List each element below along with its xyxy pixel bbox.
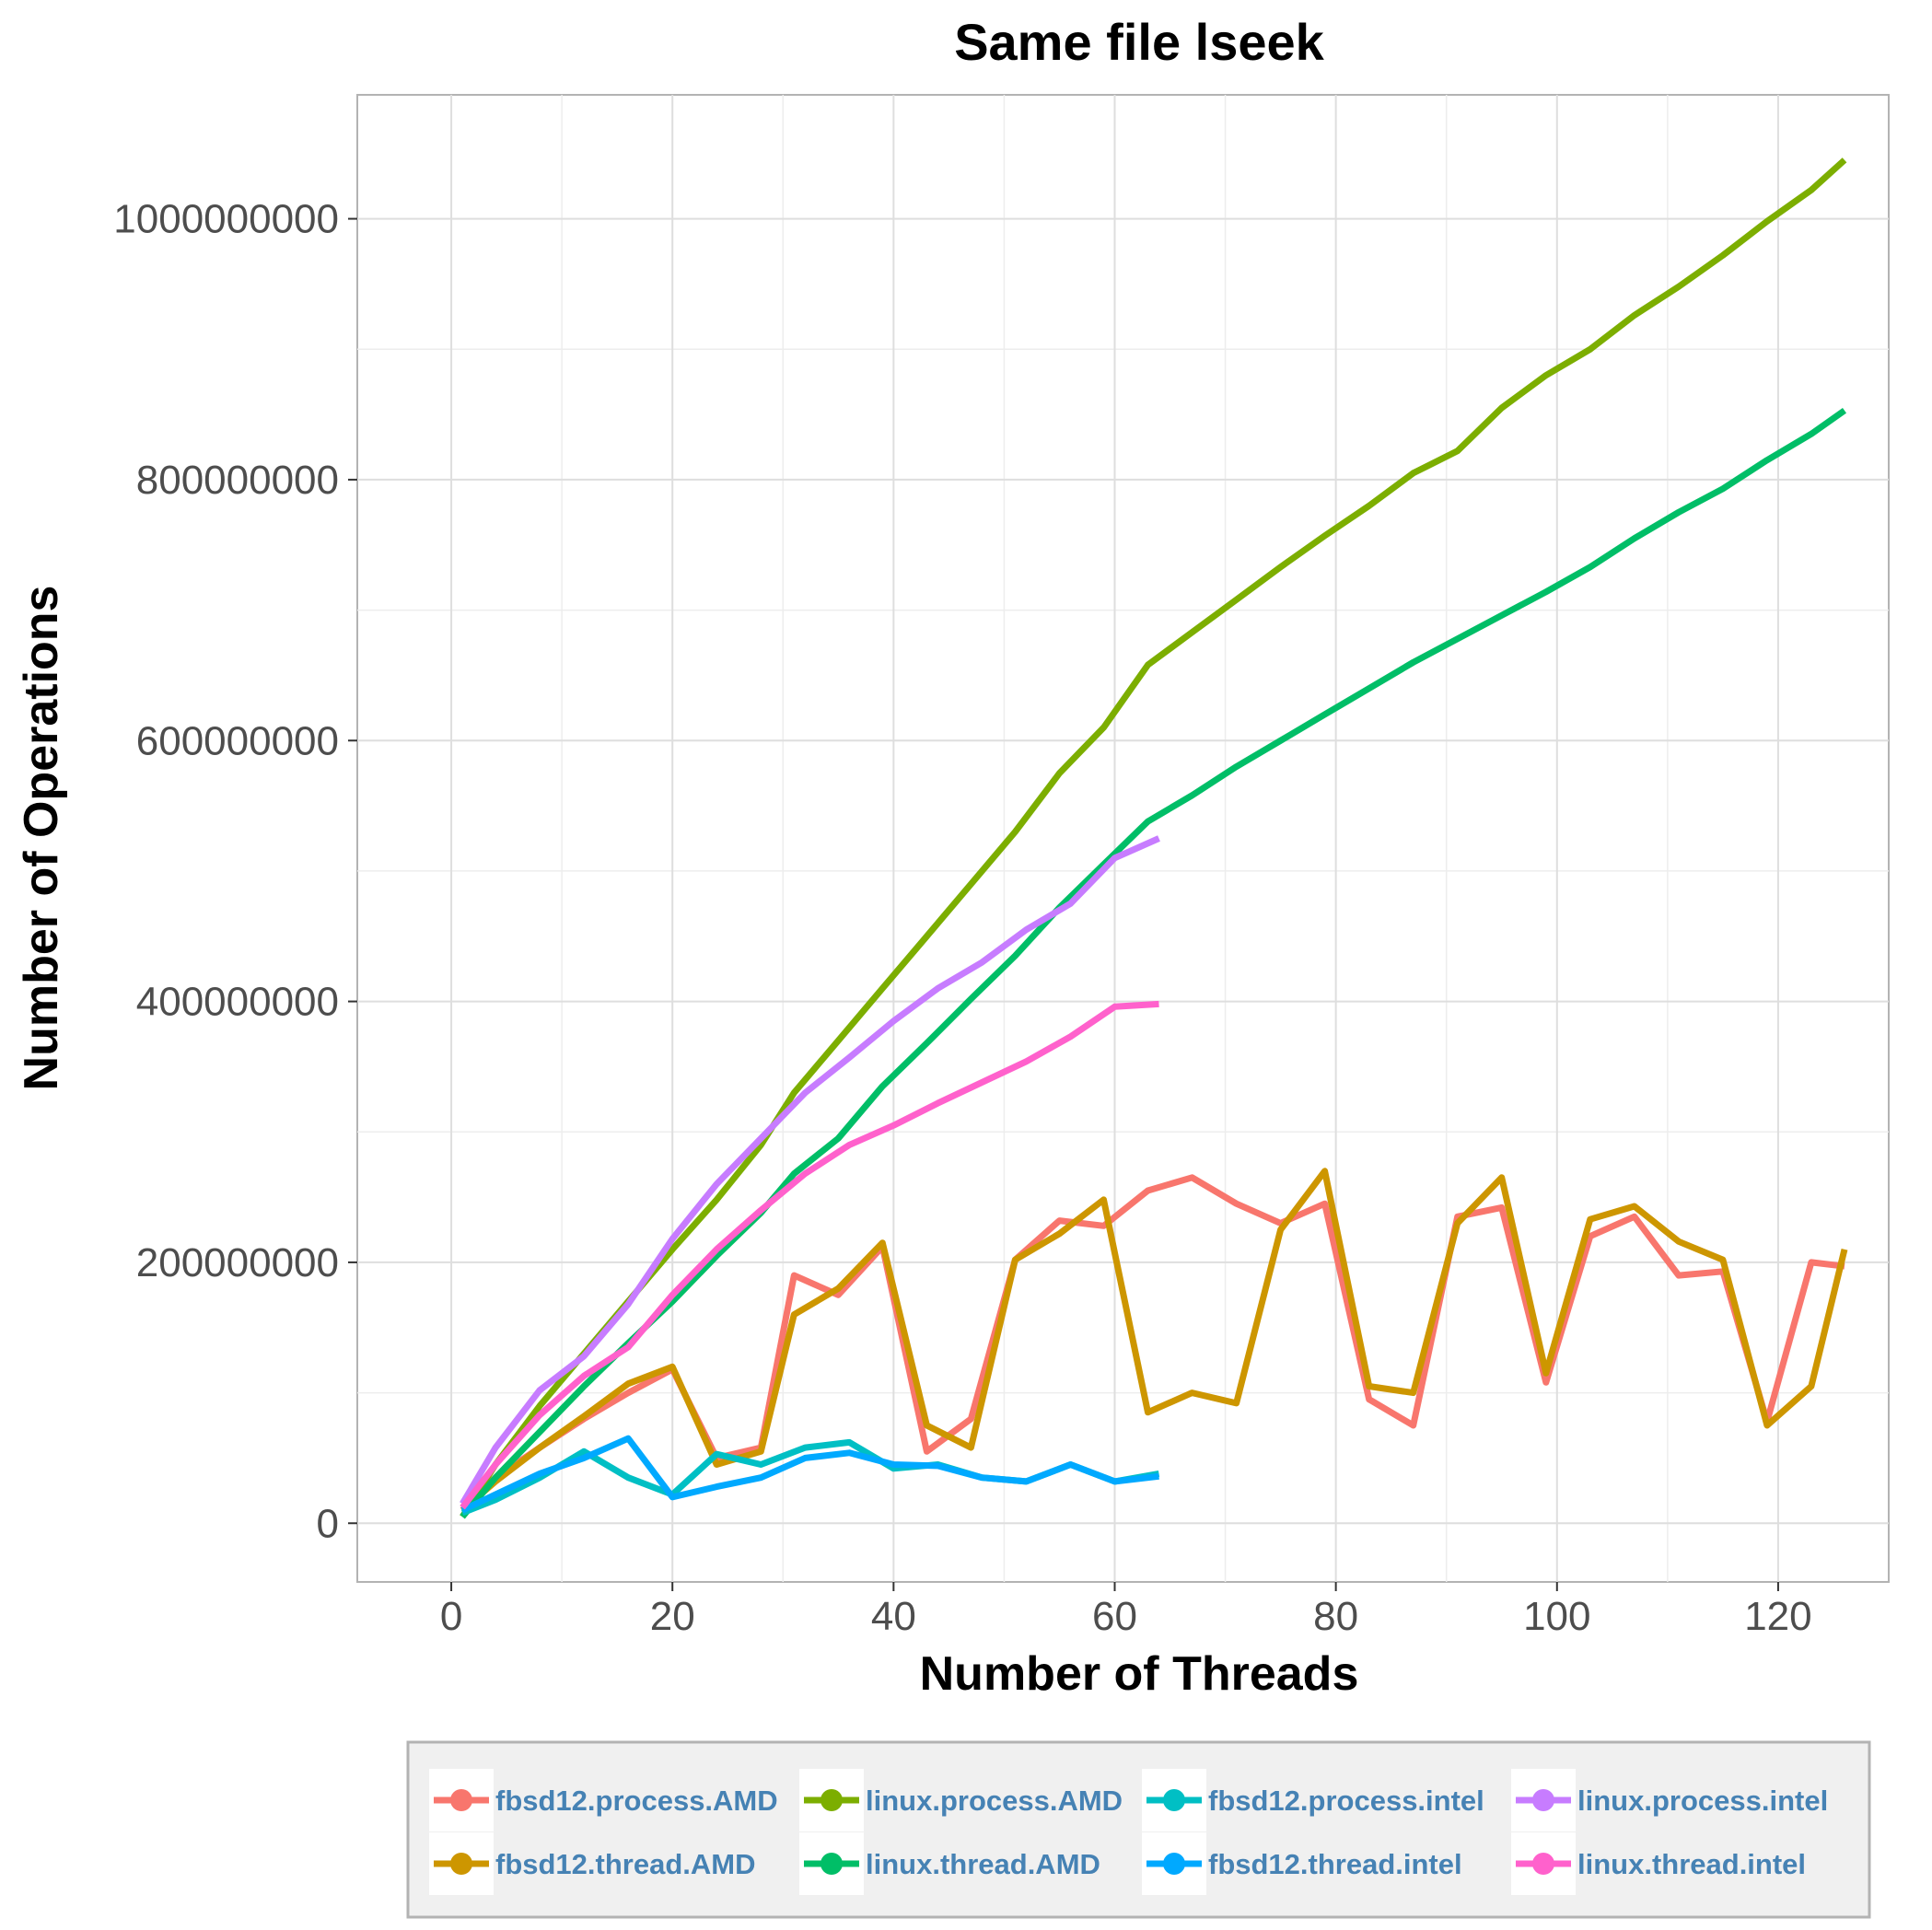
legend-key-point — [450, 1789, 472, 1811]
legend-item: fbsd12.process.AMD — [429, 1769, 778, 1831]
x-tick-label: 40 — [871, 1594, 916, 1639]
legend-item: linux.process.AMD — [799, 1769, 1123, 1831]
series-line-linux-process-AMD — [460, 157, 1847, 1519]
legend-item: fbsd12.thread.intel — [1142, 1832, 1462, 1895]
series-line-fbsd12-thread-AMD — [460, 1168, 1848, 1513]
x-tick-label: 100 — [1523, 1594, 1590, 1639]
legend-key-point — [450, 1853, 472, 1875]
series-line-fbsd12-thread-intel — [460, 1435, 1159, 1514]
x-tick-label: 0 — [440, 1594, 462, 1639]
y-axis: 0 200000000 400000000 600000000 800000000 100… — [113, 197, 357, 1546]
legend-item: fbsd12.thread.AMD — [429, 1832, 755, 1895]
x-tick-label: 20 — [650, 1594, 695, 1639]
y-tick-label: 600000000 — [136, 718, 339, 763]
plot-panel — [356, 94, 1890, 1583]
series-line-linux-thread-intel — [460, 1000, 1159, 1510]
y-tick-label: 800000000 — [136, 458, 339, 503]
legend: fbsd12.process.AMD linux.process.AMD fbsd1… — [406, 1740, 1871, 1919]
legend-label: linux.process.AMD — [866, 1785, 1123, 1817]
grid-major — [357, 95, 1889, 1582]
x-axis: 0 20 40 60 80 100 120 — [440, 1582, 1812, 1639]
x-tick-label: 120 — [1744, 1594, 1811, 1639]
legend-key-point — [1532, 1853, 1554, 1875]
legend-label: linux.thread.AMD — [866, 1848, 1100, 1880]
y-axis-title: Number of Operations — [15, 586, 68, 1091]
x-tick-label: 80 — [1313, 1594, 1358, 1639]
y-tick-label: 1000000000 — [113, 197, 339, 242]
legend-key-point — [821, 1789, 843, 1811]
legend-key-point — [821, 1853, 843, 1875]
y-tick-label: 400000000 — [136, 980, 339, 1025]
legend-key-point — [1532, 1789, 1554, 1811]
legend-item: linux.thread.intel — [1511, 1832, 1806, 1895]
legend-item: fbsd12.process.intel — [1142, 1769, 1484, 1831]
chart-title: Same file lseek — [954, 13, 1324, 71]
legend-item: linux.thread.AMD — [799, 1832, 1100, 1895]
legend-items: fbsd12.process.AMD linux.process.AMD fbsd1… — [429, 1769, 1828, 1895]
y-tick-label: 0 — [317, 1501, 339, 1546]
legend-key-point — [1163, 1789, 1185, 1811]
series-line-linux-process-intel — [460, 835, 1160, 1506]
legend-label: linux.process.intel — [1577, 1785, 1828, 1817]
legend-key-point — [1163, 1853, 1185, 1875]
legend-label: fbsd12.process.intel — [1208, 1785, 1484, 1817]
legend-box — [406, 1740, 1871, 1919]
legend-label: fbsd12.process.AMD — [495, 1785, 778, 1817]
x-axis-title: Number of Threads — [920, 1647, 1359, 1701]
series-layer — [460, 157, 1848, 1519]
series-line-linux-thread-AMD — [460, 407, 1847, 1519]
legend-label: linux.thread.intel — [1577, 1848, 1806, 1880]
legend-label: fbsd12.thread.intel — [1208, 1848, 1462, 1880]
legend-item: linux.process.intel — [1511, 1769, 1828, 1831]
y-tick-label: 200000000 — [136, 1240, 339, 1285]
legend-label: fbsd12.thread.AMD — [495, 1848, 755, 1880]
x-tick-label: 60 — [1092, 1594, 1137, 1639]
